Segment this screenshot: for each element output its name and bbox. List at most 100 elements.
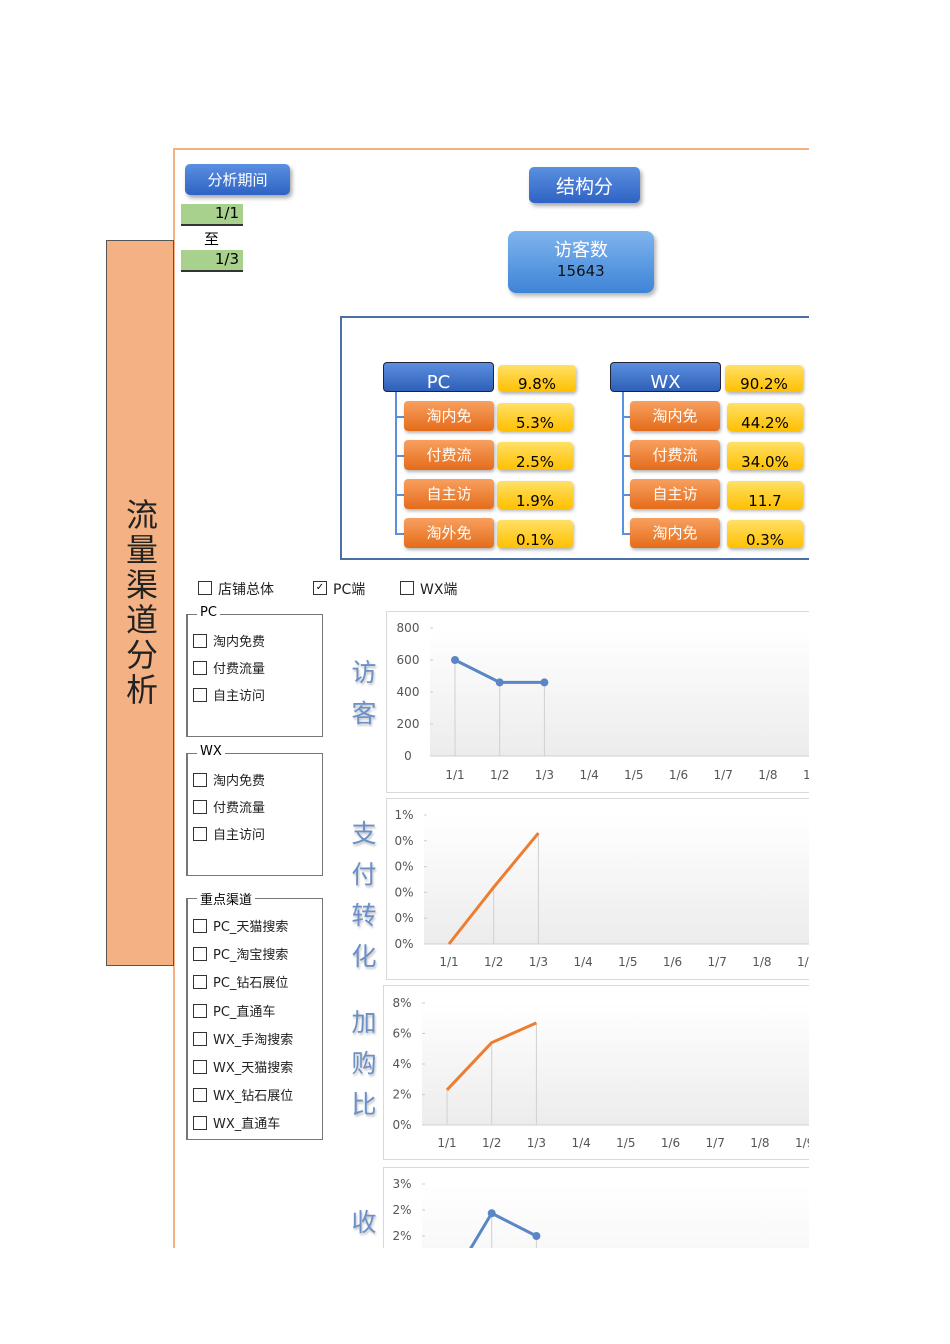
period-button[interactable]: 分析期间 <box>185 164 290 195</box>
series-line <box>447 832 540 945</box>
end-date: 1/3 <box>181 250 243 272</box>
checkbox-label: PC_淘宝搜索 <box>213 948 289 964</box>
point <box>495 678 504 687</box>
point <box>487 1209 496 1218</box>
plot-area <box>424 815 809 944</box>
y-tick-label: 600 <box>397 653 420 667</box>
checkbox[interactable] <box>193 773 207 787</box>
chart-title: 加购比 <box>351 1008 377 1119</box>
plot-area <box>422 1003 809 1125</box>
checkbox-label: WX端 <box>420 582 458 598</box>
chart-title: 访客 <box>351 658 377 728</box>
checkbox[interactable] <box>193 919 207 933</box>
y-tick-label: 8% <box>392 996 411 1010</box>
x-tick-label: 1/8 <box>758 768 777 782</box>
tree-line <box>622 392 624 533</box>
checkbox[interactable] <box>198 581 212 595</box>
y-tick-label: 2% <box>392 1229 411 1243</box>
tree-branch <box>622 494 630 496</box>
point <box>532 1232 541 1240</box>
checkbox[interactable] <box>193 1088 207 1103</box>
checkbox[interactable] <box>193 1031 207 1046</box>
checkbox-label: WX_手淘搜索 <box>213 1032 294 1048</box>
checkbox-label: 自主访问 <box>213 828 266 843</box>
checkbox[interactable] <box>400 581 414 595</box>
structure-button[interactable]: 结构分 <box>529 167 640 203</box>
checkbox[interactable] <box>193 634 207 648</box>
channel-box: 淘内免 <box>630 401 720 431</box>
checkbox[interactable] <box>193 661 207 675</box>
checkbox[interactable] <box>193 1060 207 1074</box>
sidebar: 流量渠道分析 <box>106 240 174 966</box>
checkbox-label: 自主访问 <box>213 689 266 704</box>
structure-frame <box>340 316 809 560</box>
group-box <box>186 614 323 737</box>
chart: 0 200 400 600 800 1/1 1/2 1/3 1/4 1/5 1/6 1/7 1/8 1/9 <box>386 611 809 793</box>
channel-share: 44.2% <box>727 403 803 431</box>
visitors-box: 访客数 15643 <box>508 231 654 293</box>
checkbox[interactable] <box>193 688 207 702</box>
checkbox[interactable] <box>193 800 207 814</box>
y-tick-label: 4% <box>392 1057 411 1071</box>
tree-branch <box>622 416 630 418</box>
x-tick-label: 1/3 <box>529 955 548 969</box>
channel-box: 淘内免 <box>404 401 494 431</box>
checkbox-label: 淘内免费 <box>213 635 266 650</box>
x-tick-label: 1/9 <box>803 768 809 782</box>
checkbox[interactable] <box>193 947 207 962</box>
checkbox[interactable] <box>193 827 207 841</box>
group-header: PC <box>383 362 494 392</box>
y-tick-label: 800 <box>397 621 420 635</box>
checkbox[interactable] <box>193 975 207 990</box>
checkbox[interactable] <box>193 1003 207 1018</box>
x-tick-label: 1/9 <box>797 955 809 969</box>
x-tick-label: 1/7 <box>708 955 727 969</box>
checkbox-label: 付费流量 <box>213 662 266 677</box>
channel-share: 0.3% <box>727 520 803 548</box>
group-title: WX <box>197 744 225 759</box>
channel-share: 2.5% <box>497 442 573 470</box>
tree-branch <box>395 533 404 535</box>
y-tick-label: 2% <box>392 1088 411 1102</box>
y-tick-label: 0% <box>394 860 413 874</box>
checkbox[interactable] <box>193 1116 207 1131</box>
y-tick-label: 400 <box>397 685 420 699</box>
visitors-value: 15643 <box>557 262 605 280</box>
y-tick-label: 0 <box>404 749 412 763</box>
channel-box: 淘外免 <box>404 518 494 548</box>
checkbox-label: WX_直通车 <box>213 1117 281 1133</box>
checkbox-label: PC_直通车 <box>213 1004 276 1020</box>
checkbox-label: PC_钻石展位 <box>213 976 289 992</box>
y-tick-label: 0% <box>392 1118 411 1132</box>
group-title: PC <box>197 605 220 620</box>
x-tick-label: 1/6 <box>663 955 682 969</box>
y-tick-label: 0% <box>394 834 413 848</box>
channel-share: 34.0% <box>727 442 803 470</box>
plot-area <box>422 1184 809 1248</box>
checkbox[interactable]: ✓ <box>313 581 327 595</box>
channel-box: 自主访 <box>630 479 720 509</box>
x-tick-label: 1/3 <box>527 1136 546 1150</box>
y-tick-label: 0% <box>394 911 413 925</box>
tree-line <box>395 392 397 533</box>
chart-title: 收 <box>351 1208 377 1237</box>
checkbox-label: WX_钻石展位 <box>213 1089 294 1105</box>
y-tick-label: 1% <box>394 808 413 822</box>
chart-title: 支付转化 <box>351 819 377 971</box>
y-tick-label: 0% <box>394 937 413 951</box>
x-tick-label: 1/6 <box>661 1136 680 1150</box>
x-tick-label: 1/2 <box>482 1136 501 1150</box>
sheet: 分析期间 1/1 至 1/3 结构分 访客数 15643 PC 9.8% 淘内免 5.3% 付费流 2.… <box>173 148 809 1248</box>
tree-branch <box>395 416 404 418</box>
chart: 0% 2% 4% 6% 8% 1/1 1/2 1/3 1/4 1/5 1/6 1/7 1/8 1/9 <box>383 985 809 1160</box>
x-tick-label: 1/1 <box>437 1136 456 1150</box>
visitors-label: 访客数 <box>554 240 608 261</box>
x-tick-label: 1/8 <box>750 1136 769 1150</box>
x-tick-label: 1/5 <box>624 768 643 782</box>
x-tick-label: 1/5 <box>618 955 637 969</box>
x-tick-label: 1/4 <box>573 955 592 969</box>
checkbox-label: PC端 <box>333 582 366 598</box>
frame-top <box>173 148 809 150</box>
group-title: 重点渠道 <box>197 889 256 908</box>
point <box>540 678 549 687</box>
